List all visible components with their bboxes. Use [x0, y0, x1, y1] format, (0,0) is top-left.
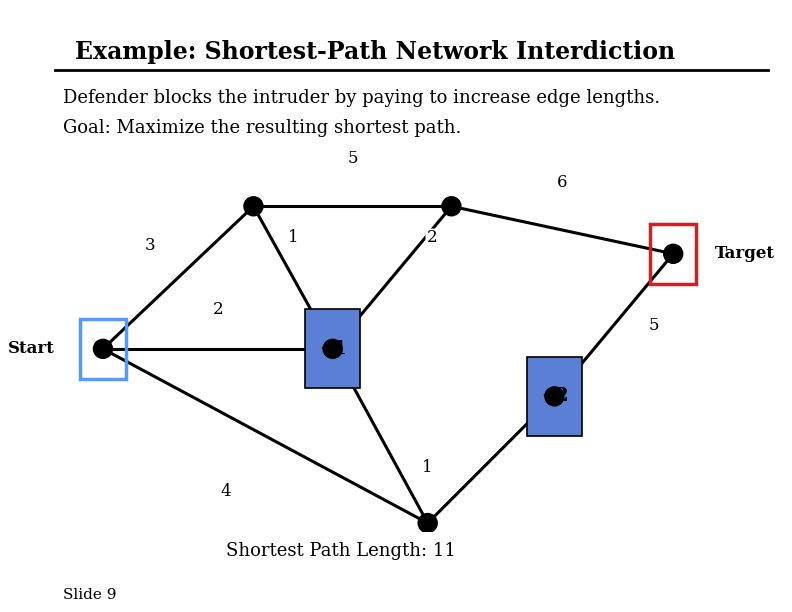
Text: Start: Start: [8, 340, 55, 357]
Text: 2: 2: [426, 230, 437, 247]
Text: Goal: Maximize the resulting shortest path.: Goal: Maximize the resulting shortest pa…: [63, 119, 462, 137]
Text: Example: Shortest-Path Network Interdiction: Example: Shortest-Path Network Interdict…: [75, 40, 676, 64]
Text: 1: 1: [287, 230, 299, 247]
Text: Defender blocks the intruder by paying to increase edge lengths.: Defender blocks the intruder by paying t…: [63, 89, 661, 106]
Text: 4: 4: [220, 483, 231, 500]
Text: 3: 3: [145, 237, 156, 255]
Bar: [650, 224, 696, 283]
Text: 6: 6: [557, 174, 568, 191]
Circle shape: [244, 197, 263, 216]
Text: 2: 2: [212, 300, 223, 318]
Bar: [80, 319, 126, 379]
Text: Slide 9: Slide 9: [63, 588, 117, 602]
Circle shape: [442, 197, 461, 216]
Text: 5: 5: [347, 151, 358, 167]
Circle shape: [93, 339, 112, 359]
Text: 5: 5: [648, 316, 659, 334]
Circle shape: [545, 387, 564, 406]
Text: Target: Target: [714, 245, 775, 263]
Bar: [527, 357, 582, 436]
Text: +2: +2: [541, 387, 568, 405]
Bar: [305, 309, 360, 389]
Circle shape: [664, 244, 683, 263]
Circle shape: [418, 513, 437, 532]
Text: Shortest Path Length: 11: Shortest Path Length: 11: [226, 542, 455, 559]
Circle shape: [323, 339, 342, 359]
Text: 1: 1: [422, 459, 433, 476]
Text: +1: +1: [319, 340, 346, 358]
